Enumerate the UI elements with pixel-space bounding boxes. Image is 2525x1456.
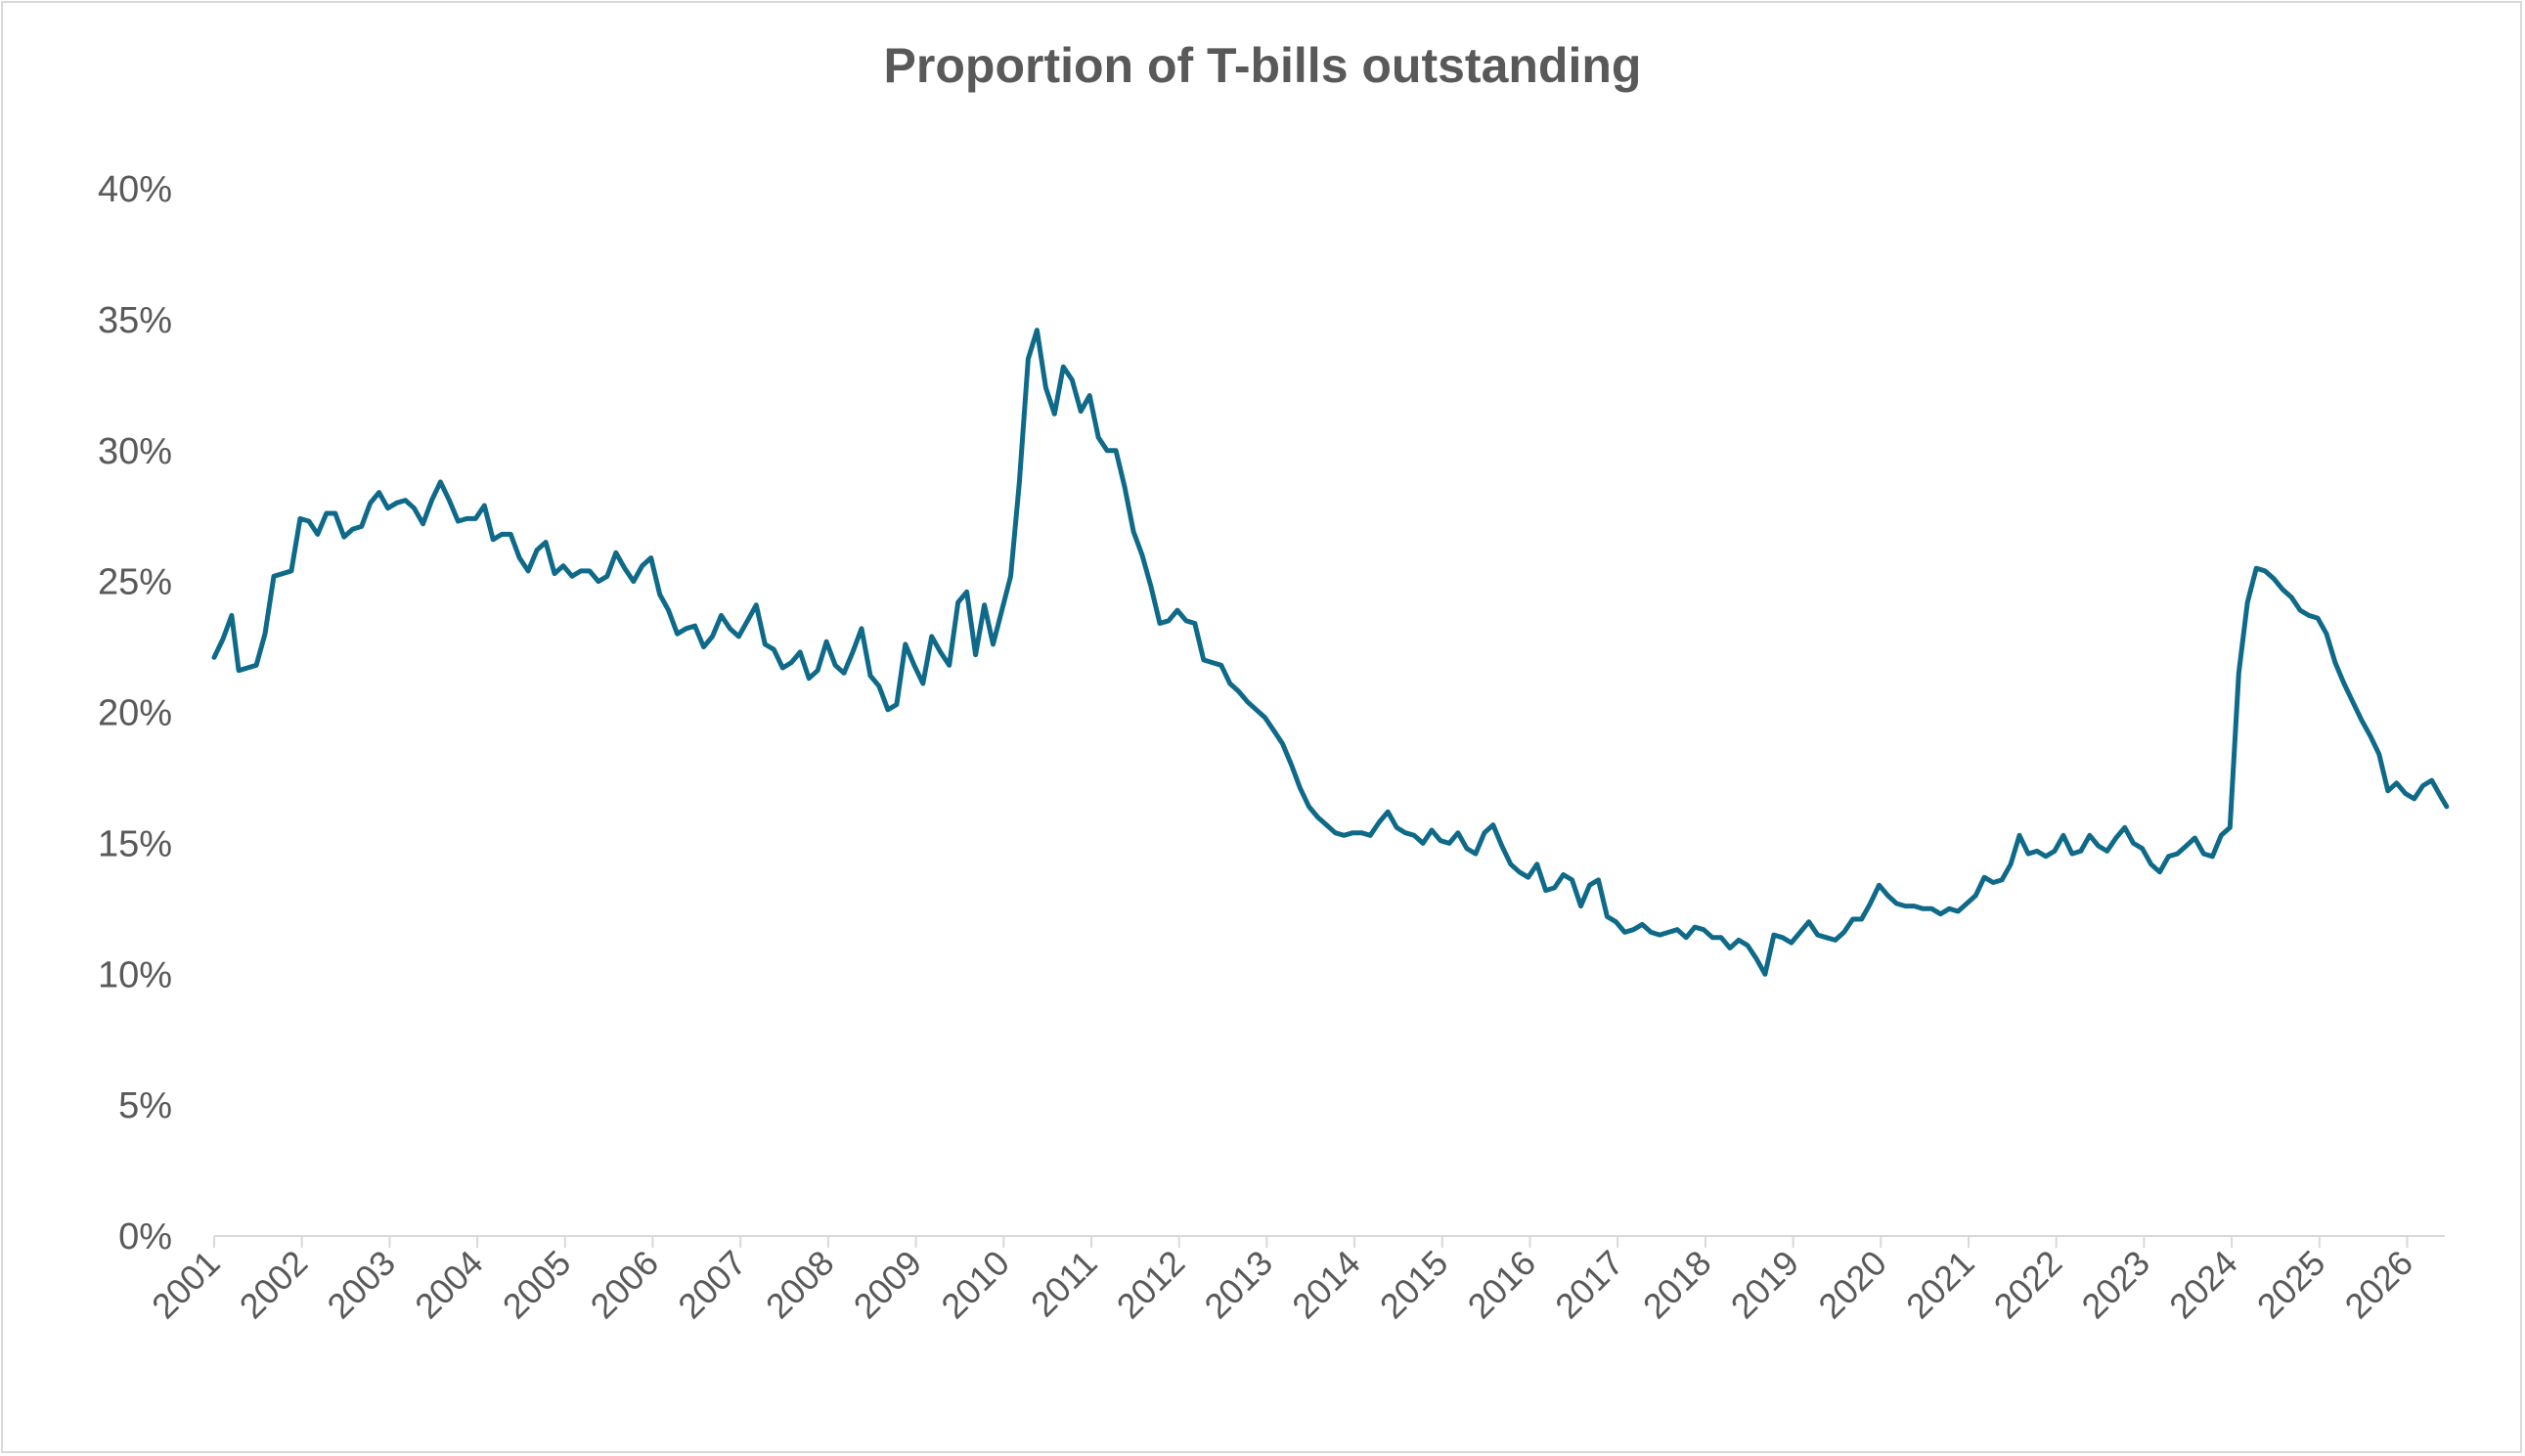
x-tick-label: 2026 <box>2337 1243 2421 1327</box>
x-tick-label: 2010 <box>933 1243 1017 1327</box>
x-tick-label: 2003 <box>319 1243 403 1327</box>
x-tick-label: 2015 <box>1372 1243 1456 1327</box>
y-tick-label: 30% <box>98 431 172 472</box>
x-tick-label: 2016 <box>1460 1243 1544 1327</box>
x-tick-label: 2006 <box>583 1243 667 1327</box>
y-tick-label: 35% <box>98 300 172 341</box>
x-tick-label: 2014 <box>1284 1243 1368 1327</box>
x-tick-label: 2012 <box>1109 1243 1193 1327</box>
y-tick-label: 20% <box>98 693 172 734</box>
x-tick-label: 2023 <box>2073 1243 2157 1327</box>
x-tick-label: 2019 <box>1723 1243 1807 1327</box>
chart-title: Proportion of T-bills outstanding <box>883 38 1642 93</box>
y-tick-label: 25% <box>98 562 172 603</box>
y-tick-label: 0% <box>118 1216 172 1257</box>
x-tick-label: 2013 <box>1196 1243 1280 1327</box>
series-layer <box>211 328 2450 977</box>
x-tick-label: 2007 <box>670 1243 754 1327</box>
x-tick-label: 2009 <box>846 1243 930 1327</box>
y-axis-tick-labels: 0% 5% 10% 15% 20% 25% 30% 35% 40% <box>98 169 172 1257</box>
series-line <box>211 328 2450 977</box>
x-tick-label: 2025 <box>2249 1243 2333 1327</box>
x-tick-label: 2018 <box>1635 1243 1719 1327</box>
x-tick-label: 2008 <box>758 1243 842 1327</box>
y-tick-label: 10% <box>98 954 172 995</box>
x-tick-label: 2022 <box>1986 1243 2070 1327</box>
x-tick-label: 2017 <box>1547 1243 1631 1327</box>
x-tick-label: 2002 <box>232 1243 316 1327</box>
x-tick-label: 2024 <box>2161 1243 2245 1327</box>
x-tick-label: 2011 <box>1023 1243 1105 1325</box>
x-tick-label: 2020 <box>1810 1243 1894 1327</box>
x-tick-label: 2021 <box>1898 1243 1982 1327</box>
x-axis: 2001 2002 2003 2004 2005 2006 2007 2008 2009 2010… <box>144 1235 2445 1327</box>
y-tick-label: 40% <box>98 169 172 210</box>
x-tick-label: 2004 <box>407 1243 491 1327</box>
y-tick-label: 15% <box>98 823 172 864</box>
y-tick-label: 5% <box>118 1085 172 1126</box>
x-tick-label: 2005 <box>495 1243 579 1327</box>
